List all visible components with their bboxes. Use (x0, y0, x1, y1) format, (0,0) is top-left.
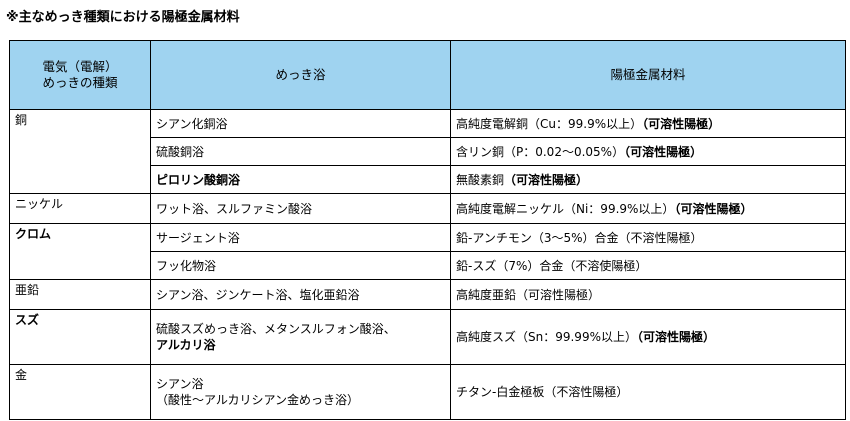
bath-cell: フッ化物浴 (150, 251, 451, 280)
anode-text: 鉛‐スズ（7%）合金 (456, 258, 564, 273)
anode-note: （不溶使陽極） (563, 258, 648, 273)
bath-cell: シアン浴 （酸性～アルカリシアン金めっき浴） (150, 364, 451, 420)
table-row: クロム サージェント浴 鉛‐アンチモン（3～5%）合金（不溶性陽極） (9, 223, 846, 280)
anode-text: 高純度スズ（Sn：99.99%以上） (456, 330, 637, 344)
anode-note: （可溶性陽極） (516, 287, 601, 302)
anode-material-table: 電気（電解） めっきの種類 めっき浴 陽極金属材料 銅 シアン化銅浴 高純度電解… (9, 40, 846, 420)
bath-cell: シアン化銅浴 (150, 109, 451, 138)
header-anode-material: 陽極金属材料 (450, 40, 846, 110)
anode-text: 高純度電解ニッケル（Ni：99.9%以上） (456, 201, 675, 216)
anode-text: 高純度電解銅（Cu：99.9%以上） (456, 116, 643, 131)
anode-cell: 鉛‐アンチモン（3～5%）合金（不溶性陽極） (450, 223, 846, 252)
metal-cell-nickel: ニッケル (9, 193, 151, 224)
anode-note: （可溶性陽極） (624, 144, 703, 159)
table-row: 硫酸銅浴 含リン銅（P：0.02～0.05%）（可溶性陽極） (10, 137, 846, 166)
anode-note: （可溶性陽極） (642, 116, 721, 131)
bath-cell: 硫酸銅浴 (150, 137, 451, 166)
anode-note: （可溶性陽極） (636, 330, 715, 344)
anode-cell: 含リン銅（P：0.02～0.05%）（可溶性陽極） (450, 137, 846, 166)
anode-note: （不溶性陽極） (618, 230, 703, 245)
metal-cell-copper: 銅 (9, 109, 151, 194)
table-row: 亜鉛 シアン浴、ジンケート浴、塩化亜鉛浴 高純度亜鉛（可溶性陽極） (9, 279, 846, 310)
page-title: ※主なめっき種類における陽極金属材料 (6, 10, 240, 25)
bath-cell: サージェント浴 (150, 223, 451, 252)
bath-line: シアン浴 (156, 377, 204, 391)
anode-cell: 鉛‐スズ（7%）合金（不溶使陽極） (450, 251, 846, 280)
table-row: ニッケル ワット浴、スルファミン酸浴 高純度電解ニッケル（Ni：99.9%以上）… (9, 193, 846, 224)
metal-cell-chromium: クロム (9, 223, 151, 280)
table-row: フッ化物浴 鉛‐スズ（7%）合金（不溶使陽極） (10, 251, 846, 280)
metal-cell-gold: 金 (9, 364, 151, 420)
anode-text: 鉛‐アンチモン（3～5%）合金 (456, 230, 619, 245)
anode-cell: 無酸素銅（可溶性陽極） (450, 165, 846, 194)
table-row: 金 シアン浴 （酸性～アルカリシアン金めっき浴） チタン‐白金極板（不溶性陽極） (9, 364, 846, 420)
anode-text: 含リン銅（P：0.02～0.05%） (456, 144, 625, 159)
bath-cell: ワット浴、スルファミン酸浴 (150, 193, 451, 224)
anode-cell: 高純度電解ニッケル（Ni：99.9%以上）（可溶性陽極） (450, 193, 846, 224)
anode-note: （可溶性陽極） (504, 172, 589, 187)
anode-cell: チタン‐白金極板（不溶性陽極） (450, 364, 846, 420)
table-row: スズ 硫酸スズめっき浴、メタンスルフォン酸浴、 アルカリ浴 高純度スズ（Sn：9… (9, 309, 846, 365)
anode-text: チタン‐白金極板 (456, 385, 545, 399)
anode-note: （不溶性陽極） (544, 385, 629, 399)
anode-cell: 高純度亜鉛（可溶性陽極） (450, 279, 846, 310)
bath-cell: ピロリン酸銅浴 (150, 165, 451, 194)
table-row: ピロリン酸銅浴 無酸素銅（可溶性陽極） (10, 165, 846, 194)
header-row: 電気（電解） めっきの種類 めっき浴 陽極金属材料 (9, 40, 846, 110)
anode-cell: 高純度電解銅（Cu：99.9%以上）（可溶性陽極） (450, 109, 846, 138)
bath-line: アルカリ浴 (156, 338, 216, 352)
bath-line: （酸性～アルカリシアン金めっき浴） (156, 393, 360, 407)
bath-cell: シアン浴、ジンケート浴、塩化亜鉛浴 (150, 279, 451, 310)
anode-text: 無酸素銅 (456, 172, 505, 187)
metal-cell-tin: スズ (9, 309, 151, 365)
metal-cell-zinc: 亜鉛 (9, 279, 151, 310)
anode-text: 高純度亜鉛 (456, 287, 517, 302)
header-plating-type: 電気（電解） めっきの種類 (9, 40, 151, 110)
bath-cell: 硫酸スズめっき浴、メタンスルフォン酸浴、 アルカリ浴 (150, 309, 451, 365)
anode-cell: 高純度スズ（Sn：99.99%以上）（可溶性陽極） (450, 309, 846, 365)
anode-note: （可溶性陽極） (674, 201, 753, 216)
bath-line: 硫酸スズめっき浴、メタンスルフォン酸浴、 (156, 322, 396, 336)
table-row: 銅 シアン化銅浴 高純度電解銅（Cu：99.9%以上）（可溶性陽極） (9, 109, 846, 194)
header-plating-type-line2: めっきの種類 (42, 75, 118, 90)
header-plating-bath: めっき浴 (150, 40, 451, 110)
header-plating-type-line1: 電気（電解） (42, 59, 118, 74)
